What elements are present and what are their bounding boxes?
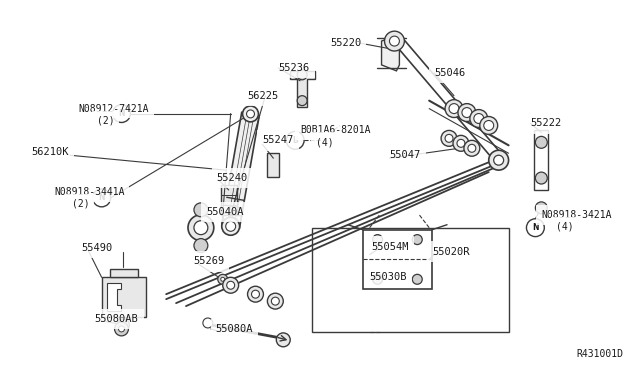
Circle shape	[223, 277, 239, 293]
Circle shape	[390, 36, 399, 46]
Text: (2): (2)	[72, 199, 90, 209]
Circle shape	[286, 131, 304, 149]
Circle shape	[412, 235, 422, 244]
Circle shape	[246, 110, 255, 118]
Circle shape	[276, 333, 290, 347]
Bar	[363, 230, 432, 289]
Polygon shape	[222, 112, 259, 228]
Circle shape	[203, 318, 213, 328]
Circle shape	[445, 100, 463, 118]
Circle shape	[458, 104, 476, 122]
Circle shape	[480, 116, 498, 134]
Text: (4): (4)	[316, 137, 333, 147]
Circle shape	[188, 215, 214, 241]
Circle shape	[297, 70, 307, 80]
Circle shape	[474, 113, 484, 124]
Circle shape	[449, 104, 459, 113]
Polygon shape	[102, 277, 147, 317]
Text: 55490: 55490	[82, 243, 113, 253]
Circle shape	[113, 105, 131, 122]
Text: 55236: 55236	[278, 63, 310, 73]
Circle shape	[194, 221, 208, 235]
Text: N08918-3421A: N08918-3421A	[541, 210, 612, 220]
Text: 55240: 55240	[217, 173, 248, 183]
Text: 55269: 55269	[193, 256, 224, 266]
Polygon shape	[381, 35, 399, 71]
Text: 55054M: 55054M	[372, 241, 409, 251]
Text: N: N	[532, 223, 539, 232]
Bar	[312, 228, 509, 332]
Text: 55080AB: 55080AB	[95, 314, 138, 324]
Circle shape	[221, 217, 239, 235]
Text: N08918-3441A: N08918-3441A	[54, 187, 125, 197]
Circle shape	[536, 172, 547, 184]
Circle shape	[457, 140, 465, 147]
Circle shape	[527, 219, 544, 237]
Text: 56225: 56225	[248, 91, 279, 101]
Circle shape	[536, 137, 547, 148]
Circle shape	[268, 293, 284, 309]
Circle shape	[385, 31, 404, 51]
Circle shape	[297, 96, 307, 106]
Text: 55247: 55247	[262, 135, 294, 145]
Circle shape	[271, 297, 279, 305]
Circle shape	[412, 274, 422, 284]
Circle shape	[118, 326, 124, 332]
Text: R431001D: R431001D	[576, 349, 623, 359]
Polygon shape	[290, 71, 315, 107]
Text: 55020R: 55020R	[432, 247, 470, 257]
Circle shape	[248, 286, 264, 302]
Text: N: N	[99, 193, 105, 202]
Text: 55046: 55046	[434, 68, 465, 78]
Circle shape	[218, 274, 228, 284]
Polygon shape	[221, 185, 237, 215]
Circle shape	[226, 221, 236, 231]
Text: 55047: 55047	[390, 150, 420, 160]
Circle shape	[493, 155, 504, 165]
Circle shape	[470, 110, 488, 128]
Text: 56210K: 56210K	[31, 147, 68, 157]
Circle shape	[445, 134, 453, 142]
Circle shape	[453, 135, 469, 151]
Text: N: N	[118, 109, 125, 118]
Text: N08912-7421A: N08912-7421A	[79, 103, 149, 113]
Circle shape	[489, 150, 509, 170]
Polygon shape	[107, 283, 122, 311]
Text: (2): (2)	[97, 115, 115, 125]
Text: 55030B: 55030B	[370, 272, 407, 282]
Text: 55040A: 55040A	[206, 207, 243, 217]
Circle shape	[468, 144, 476, 152]
Polygon shape	[109, 269, 138, 277]
Circle shape	[118, 319, 129, 331]
Circle shape	[221, 277, 225, 281]
Circle shape	[227, 281, 235, 289]
Circle shape	[252, 290, 259, 298]
Text: B0B1A6-8201A: B0B1A6-8201A	[300, 125, 371, 135]
Bar	[268, 153, 279, 177]
Circle shape	[441, 131, 457, 146]
Circle shape	[484, 121, 493, 131]
Circle shape	[243, 106, 259, 122]
Bar	[534, 131, 548, 190]
Circle shape	[194, 238, 208, 253]
Text: 55222: 55222	[531, 118, 562, 128]
Circle shape	[464, 140, 480, 156]
Text: (4): (4)	[556, 222, 574, 232]
Circle shape	[372, 235, 383, 244]
Circle shape	[93, 189, 111, 207]
Circle shape	[372, 274, 383, 284]
Text: B: B	[292, 136, 298, 145]
Text: 55080A: 55080A	[216, 324, 253, 334]
Circle shape	[536, 202, 547, 214]
Circle shape	[462, 108, 472, 118]
Circle shape	[115, 322, 129, 336]
Circle shape	[194, 203, 208, 217]
Text: 55220: 55220	[330, 38, 361, 48]
